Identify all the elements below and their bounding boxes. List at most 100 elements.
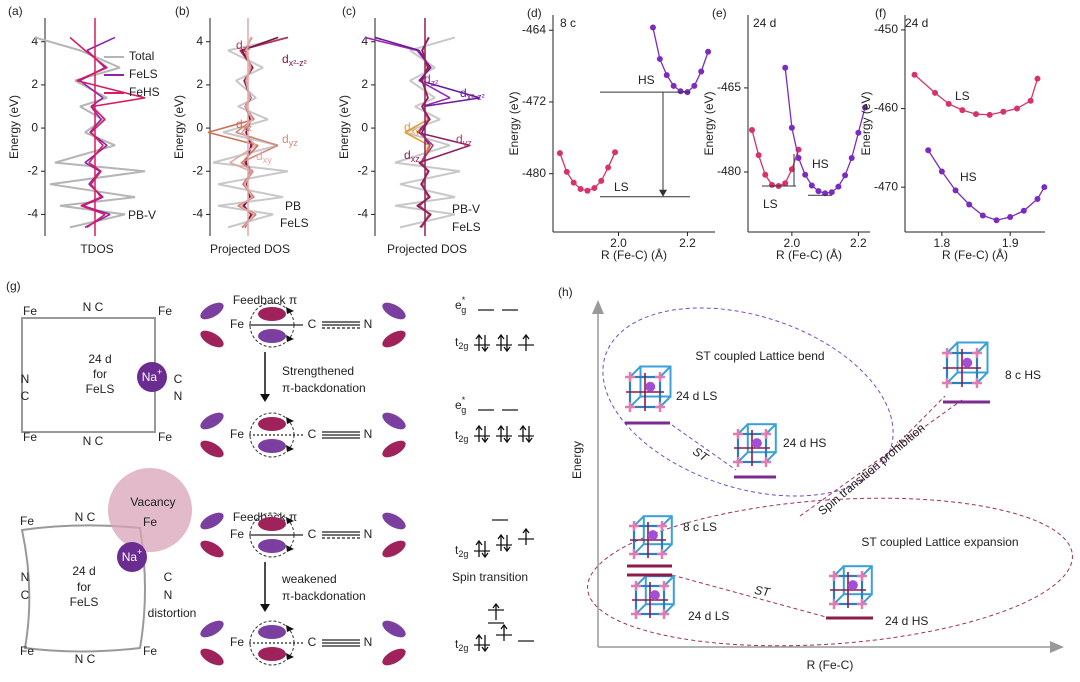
diagram-label: Spin transition bbox=[452, 570, 528, 584]
fe-site bbox=[629, 549, 639, 559]
fit-curve bbox=[927, 149, 1045, 221]
data-point bbox=[663, 72, 670, 79]
na-ion bbox=[645, 381, 656, 392]
orbital-lobe bbox=[200, 620, 224, 638]
diagram-label: Fe bbox=[230, 317, 244, 331]
subscript: 2g bbox=[458, 549, 468, 559]
spin-arrow bbox=[519, 424, 527, 442]
diagram-label: Vacancy bbox=[130, 495, 175, 509]
dashed-connector bbox=[799, 395, 963, 517]
diagram-label: distortion bbox=[148, 606, 197, 620]
orbital-lobe bbox=[258, 329, 286, 343]
y-tick-label: 0 bbox=[361, 120, 368, 134]
main-text: t bbox=[455, 335, 459, 349]
fe-site bbox=[761, 457, 771, 467]
data-point bbox=[788, 124, 795, 131]
diagram-label: C bbox=[21, 588, 30, 602]
x-axis-label: TDOS bbox=[80, 242, 113, 256]
arrow-head bbox=[286, 307, 294, 314]
spin-arrow bbox=[492, 602, 500, 620]
data-point bbox=[556, 150, 563, 157]
data-point bbox=[656, 55, 663, 62]
orbital-label: dz² bbox=[424, 72, 438, 88]
diagram-label: Fe bbox=[143, 515, 157, 529]
level-label: t2g bbox=[455, 637, 468, 653]
subscript: g bbox=[461, 305, 466, 315]
data-point bbox=[842, 172, 849, 179]
fe-site bbox=[972, 348, 982, 358]
lattice-cube bbox=[733, 423, 777, 467]
level-label: t2g bbox=[455, 428, 468, 444]
cube-face bbox=[639, 365, 672, 398]
cube-edge bbox=[661, 515, 673, 527]
subscript: 2g bbox=[458, 643, 468, 653]
panel-label: (h) bbox=[558, 285, 573, 299]
cube-edge bbox=[663, 575, 675, 587]
diagram-label: N bbox=[164, 588, 173, 602]
y-tick-label: -472 bbox=[522, 94, 546, 108]
orbital-lobe bbox=[382, 648, 406, 666]
cube-edge bbox=[833, 565, 845, 577]
diagram-label: N bbox=[364, 635, 373, 649]
orbital-label: dyz bbox=[282, 132, 298, 148]
spin-arrow bbox=[525, 426, 533, 444]
spin-arrow bbox=[497, 424, 505, 442]
diagram-label: Strengthened bbox=[282, 364, 354, 378]
y-axis-label: Energy (eV) bbox=[859, 91, 873, 155]
na-ion bbox=[647, 530, 658, 541]
lattice-cube bbox=[942, 341, 989, 388]
data-point bbox=[584, 187, 591, 194]
data-point bbox=[755, 152, 762, 159]
fe-site bbox=[761, 429, 771, 439]
spin-arrow bbox=[522, 527, 530, 545]
data-point bbox=[577, 185, 584, 192]
site-label: 24 d bbox=[753, 16, 776, 30]
arrow-head bbox=[659, 189, 667, 197]
spin-arrow bbox=[475, 539, 483, 557]
data-point bbox=[815, 188, 822, 195]
y-tick-label: 0 bbox=[196, 120, 203, 134]
y-tick-label: -4 bbox=[357, 207, 368, 221]
fe-site bbox=[659, 609, 669, 619]
fe-site bbox=[734, 430, 770, 466]
cube-edge bbox=[833, 593, 845, 605]
y-tick-label: 2 bbox=[31, 77, 38, 91]
data-point bbox=[705, 48, 712, 55]
data-point bbox=[1007, 214, 1014, 221]
subscript: xz bbox=[243, 123, 253, 133]
diagram-label: N bbox=[364, 427, 373, 441]
diagram-label: 8 c HS bbox=[1005, 368, 1041, 382]
arrow-head bbox=[286, 335, 294, 342]
state-label: LS bbox=[614, 180, 629, 194]
diagram-label: Fe bbox=[158, 430, 172, 444]
diagram-label: N bbox=[174, 389, 183, 403]
cube-edge bbox=[635, 575, 647, 587]
dashed-connector bbox=[671, 574, 827, 618]
fe-site bbox=[857, 571, 867, 581]
diagram-label: weakened bbox=[281, 572, 337, 586]
na-ion bbox=[649, 590, 660, 601]
vacancy bbox=[108, 468, 192, 552]
diagram-label: N bbox=[21, 570, 30, 584]
diagram-label: N bbox=[21, 372, 30, 386]
orbital-label: dx²-z² bbox=[282, 52, 307, 68]
state-label: LS bbox=[955, 89, 970, 103]
data-point bbox=[782, 180, 789, 187]
fe-site bbox=[942, 348, 952, 358]
diagram-label: ST coupled Lattice bend bbox=[695, 349, 824, 363]
diagram-label: π-backdonation bbox=[282, 381, 366, 395]
main-text: d bbox=[456, 132, 463, 146]
x-axis-label: Projected DOS bbox=[387, 242, 467, 256]
x-tick-label: 2.2 bbox=[850, 236, 867, 250]
subscript: z² bbox=[431, 78, 439, 88]
orbital-lobe bbox=[382, 412, 406, 430]
fe-site bbox=[655, 372, 665, 382]
data-point bbox=[835, 183, 842, 190]
orbital-lobe bbox=[382, 302, 406, 320]
data-point bbox=[768, 181, 775, 188]
fe-site bbox=[626, 373, 664, 411]
orbital-lobe bbox=[258, 539, 286, 553]
data-point bbox=[1034, 195, 1041, 202]
spin-arrow bbox=[497, 333, 505, 351]
main-text: e bbox=[455, 298, 462, 312]
